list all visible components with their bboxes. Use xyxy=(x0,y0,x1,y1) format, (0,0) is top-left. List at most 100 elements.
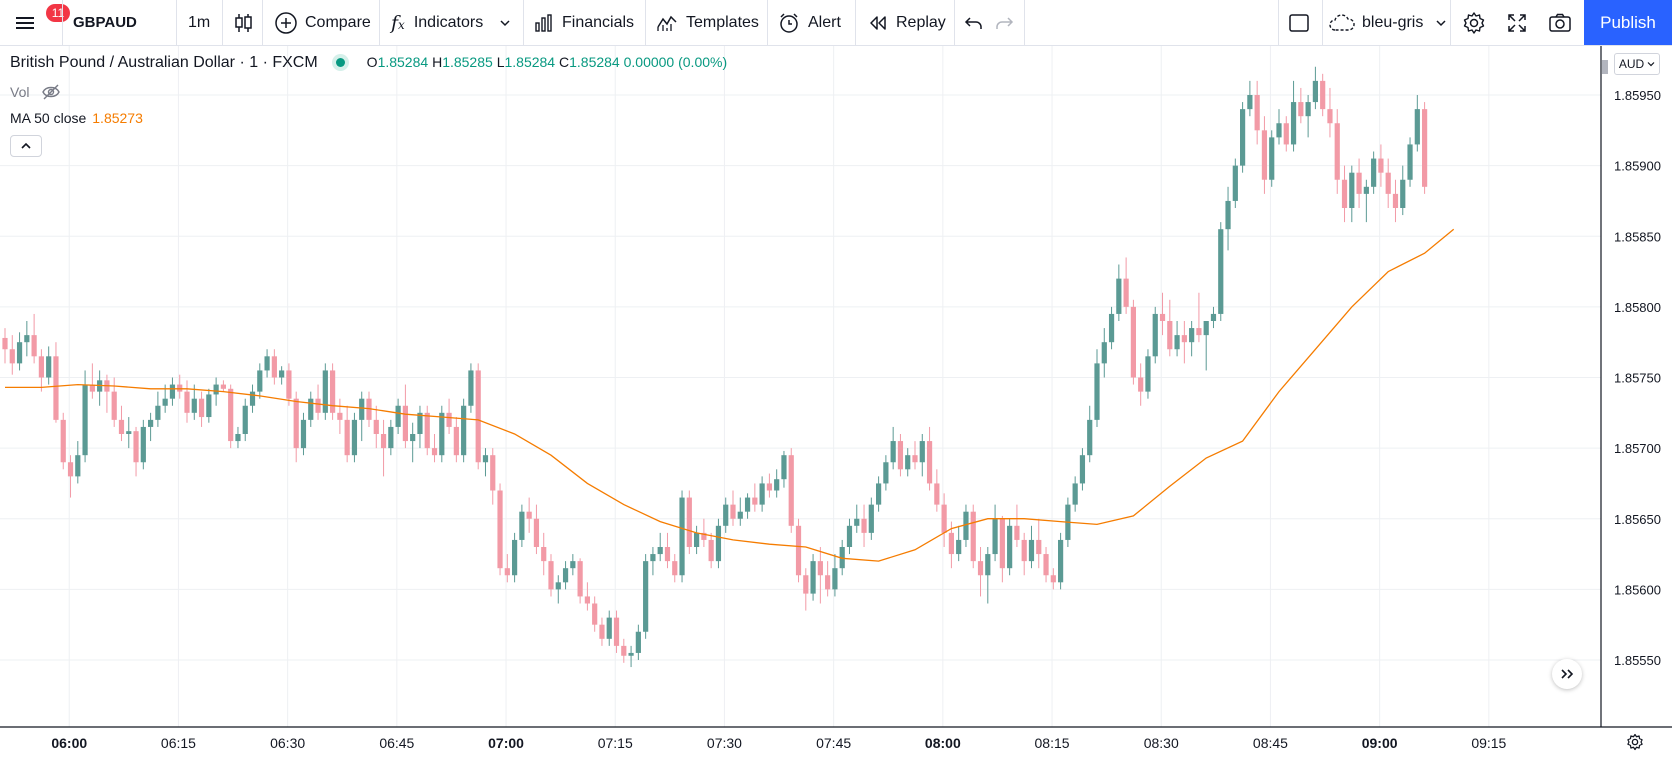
candle xyxy=(1196,292,1202,343)
candle-body xyxy=(1392,193,1399,208)
candle xyxy=(562,561,569,590)
price-tick-label: 1.85750 xyxy=(1614,371,1661,386)
settings-button[interactable] xyxy=(1462,0,1486,45)
publish-button[interactable]: Publish xyxy=(1584,0,1672,45)
candle xyxy=(679,490,685,583)
fullscreen-button[interactable] xyxy=(1506,0,1528,45)
candle-body xyxy=(694,532,700,547)
candle xyxy=(388,419,394,456)
candle xyxy=(1138,363,1144,406)
candle xyxy=(817,547,823,604)
time-tick-label: 06:00 xyxy=(51,735,87,751)
candle-body xyxy=(431,448,438,456)
axes: 1.85950 1.85900 1.85850 1.85800 1.85750 1.857… xyxy=(0,46,1672,751)
candle-body xyxy=(766,483,772,491)
candle xyxy=(774,469,780,498)
candle-body xyxy=(1341,179,1348,208)
candle-body xyxy=(89,384,95,392)
candle xyxy=(1021,532,1027,576)
candle xyxy=(825,561,831,597)
candle-body xyxy=(795,525,802,576)
candle-body xyxy=(359,398,365,420)
candle xyxy=(1334,109,1340,194)
volume-legend[interactable]: Vol xyxy=(10,83,61,101)
candle-body xyxy=(198,398,205,418)
candle-body xyxy=(861,518,867,533)
price-scale-marker xyxy=(1602,60,1608,74)
candle-body xyxy=(497,490,503,569)
candle xyxy=(1181,321,1187,364)
indicators-button[interactable]: fx Indicators xyxy=(391,0,511,45)
candle xyxy=(1290,80,1297,152)
undo-button[interactable] xyxy=(964,0,984,45)
symbol-title[interactable]: British Pound / Australian Dollar · 1 · … xyxy=(10,54,318,71)
scroll-to-realtime-button[interactable] xyxy=(1552,659,1582,689)
menu-button[interactable]: 11 xyxy=(14,0,70,45)
candle-body xyxy=(854,518,860,526)
templates-label: Templates xyxy=(686,13,759,31)
candle xyxy=(1101,328,1107,378)
candle xyxy=(446,398,452,434)
bar-chart-icon xyxy=(535,13,552,32)
candle xyxy=(541,532,547,576)
replay-button[interactable]: Replay xyxy=(868,0,946,45)
candle xyxy=(1210,306,1217,329)
candle-body xyxy=(191,398,197,413)
candle xyxy=(977,547,984,597)
candle xyxy=(926,426,933,491)
collapse-legend-button[interactable] xyxy=(10,135,42,157)
candle xyxy=(664,532,671,569)
candle-body xyxy=(31,335,37,357)
redo-button[interactable] xyxy=(994,0,1014,45)
candle-body xyxy=(737,511,743,519)
candle xyxy=(1123,257,1129,314)
candle xyxy=(1130,299,1136,385)
financials-button[interactable]: Financials xyxy=(534,0,634,45)
layout-button[interactable]: bleu-gris xyxy=(1328,0,1447,45)
currency-selector[interactable]: AUD xyxy=(1614,53,1660,75)
ma-legend[interactable]: MA 50 close 1.85273 xyxy=(10,110,143,126)
candle-body xyxy=(810,561,816,594)
price-tick-label: 1.85650 xyxy=(1614,512,1661,527)
candle xyxy=(410,422,416,463)
price-tick-label: 1.85850 xyxy=(1614,229,1661,244)
ma-line xyxy=(5,228,1455,562)
fullscreen-toggle-button[interactable] xyxy=(1288,0,1310,45)
candle-body xyxy=(9,349,15,364)
candle-body xyxy=(592,603,598,625)
compare-button[interactable]: Compare xyxy=(274,0,371,45)
grid xyxy=(0,46,1601,727)
candle-body xyxy=(672,561,678,576)
candle-body xyxy=(730,504,736,519)
alarm-clock-icon xyxy=(780,12,798,33)
candle-body xyxy=(555,582,561,590)
candle-body xyxy=(628,652,634,656)
financials-label: Financials xyxy=(562,13,635,31)
alert-button[interactable]: Alert xyxy=(778,0,841,45)
candle xyxy=(191,384,197,420)
candle-body xyxy=(213,384,219,395)
candle-body xyxy=(395,405,401,427)
candle xyxy=(490,448,496,505)
candle-body xyxy=(1028,539,1035,562)
candle xyxy=(75,441,81,484)
candle xyxy=(24,321,30,357)
candle-body xyxy=(1276,123,1282,138)
snapshot-button[interactable] xyxy=(1548,0,1572,45)
layout-name: bleu-gris xyxy=(1362,13,1424,31)
chart-settings-gear-icon[interactable] xyxy=(1626,733,1644,751)
interval-button[interactable]: 1m xyxy=(188,0,210,45)
candle-body xyxy=(1174,335,1180,350)
candle xyxy=(621,638,627,663)
eye-hidden-icon[interactable] xyxy=(41,83,61,101)
symbol-search-button[interactable]: GBPAUD xyxy=(73,0,137,45)
candle-body xyxy=(803,575,809,594)
templates-button[interactable]: Templates xyxy=(656,0,759,45)
chart-type-button[interactable] xyxy=(234,0,254,45)
candle-body xyxy=(1320,80,1326,110)
candle-body xyxy=(635,631,641,653)
candle xyxy=(941,493,947,547)
candle-body xyxy=(1043,554,1049,576)
candle-body xyxy=(1203,321,1209,336)
